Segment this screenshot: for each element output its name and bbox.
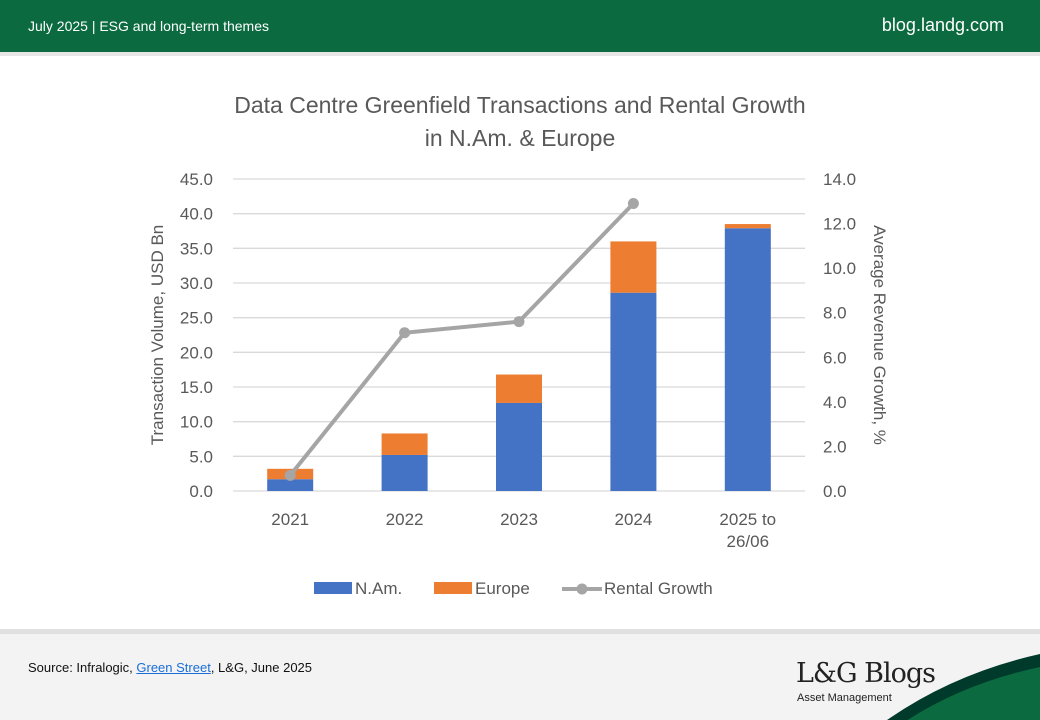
bar-nam: [267, 479, 314, 491]
bar-europe: [610, 241, 657, 293]
x-tick-label: 2023: [500, 510, 538, 529]
y2-axis-title: Average Revenue Growth, %: [870, 225, 889, 445]
source-prefix: Source: Infralogic,: [28, 660, 137, 675]
bar-europe: [381, 433, 428, 455]
x-tick-label: 2021: [271, 510, 309, 529]
y-tick-label: 35.0: [180, 239, 213, 258]
y2-tick-label: 12.0: [823, 215, 856, 234]
chart-title: Data Centre Greenfield Transactions and …: [234, 92, 805, 118]
y-tick-label: 25.0: [180, 309, 213, 328]
y2-tick-label: 2.0: [823, 437, 847, 456]
bar-europe: [724, 224, 771, 229]
y-tick-label: 5.0: [189, 447, 213, 466]
header-bar: July 2025 | ESG and long-term themes blo…: [0, 0, 1040, 52]
y2-tick-label: 10.0: [823, 259, 856, 278]
y-tick-label: 10.0: [180, 413, 213, 432]
y-tick-label: 15.0: [180, 378, 213, 397]
chart: Data Centre Greenfield Transactions and …: [148, 92, 889, 598]
x-tick-label: 26/06: [727, 532, 770, 551]
bar-nam: [381, 454, 428, 491]
logo-subtitle: Asset Management: [797, 692, 892, 704]
footer: Source: Infralogic, Green Street, L&G, J…: [0, 629, 1040, 720]
y2-tick-label: 6.0: [823, 348, 847, 367]
y-tick-label: 45.0: [180, 170, 213, 189]
y2-tick-label: 0.0: [823, 482, 847, 501]
legend-swatch-nam: [314, 582, 352, 594]
x-tick-label: 2025 to: [719, 510, 776, 529]
source-suffix: , L&G, June 2025: [210, 660, 313, 675]
rental-growth-point: [627, 198, 639, 210]
legend-label-europe: Europe: [475, 579, 530, 598]
bar-nam: [496, 402, 542, 491]
lg-blogs-logo: L&G Blogs: [796, 658, 936, 689]
rental-growth-point: [284, 469, 296, 481]
rental-growth-point: [513, 316, 525, 328]
bar-nam: [724, 228, 771, 491]
y-axis-title: Transaction Volume, USD Bn: [148, 225, 167, 445]
logo-swoosh: [887, 654, 1040, 720]
y-tick-label: 40.0: [180, 205, 213, 224]
legend-label-nam: N.Am.: [355, 579, 402, 598]
rental-growth-line: [288, 202, 635, 477]
green-street-link[interactable]: Green Street: [136, 660, 211, 675]
header-date-topic: July 2025 | ESG and long-term themes: [28, 18, 269, 34]
x-tick-label: 2022: [386, 510, 424, 529]
y2-tick-label: 4.0: [823, 393, 847, 412]
y-tick-label: 0.0: [189, 482, 213, 501]
legend-swatch-europe: [434, 582, 472, 594]
bar-nam: [610, 292, 657, 491]
y2-tick-label: 14.0: [823, 170, 856, 189]
rental-growth-point: [399, 327, 411, 339]
source-note: Source: Infralogic, Green Street, L&G, J…: [28, 660, 312, 675]
y2-tick-label: 8.0: [823, 304, 847, 323]
chart-title-line2: in N.Am. & Europe: [425, 125, 615, 151]
legend-marker-rental: [576, 583, 588, 595]
divider: [0, 52, 1040, 56]
y-tick-label: 30.0: [180, 274, 213, 293]
x-tick-label: 2024: [614, 510, 652, 529]
blog-url-link[interactable]: blog.landg.com: [881, 15, 1004, 35]
y-tick-label: 20.0: [180, 343, 213, 362]
legend-label-rental: Rental Growth: [604, 579, 713, 598]
bar-europe: [496, 374, 542, 403]
